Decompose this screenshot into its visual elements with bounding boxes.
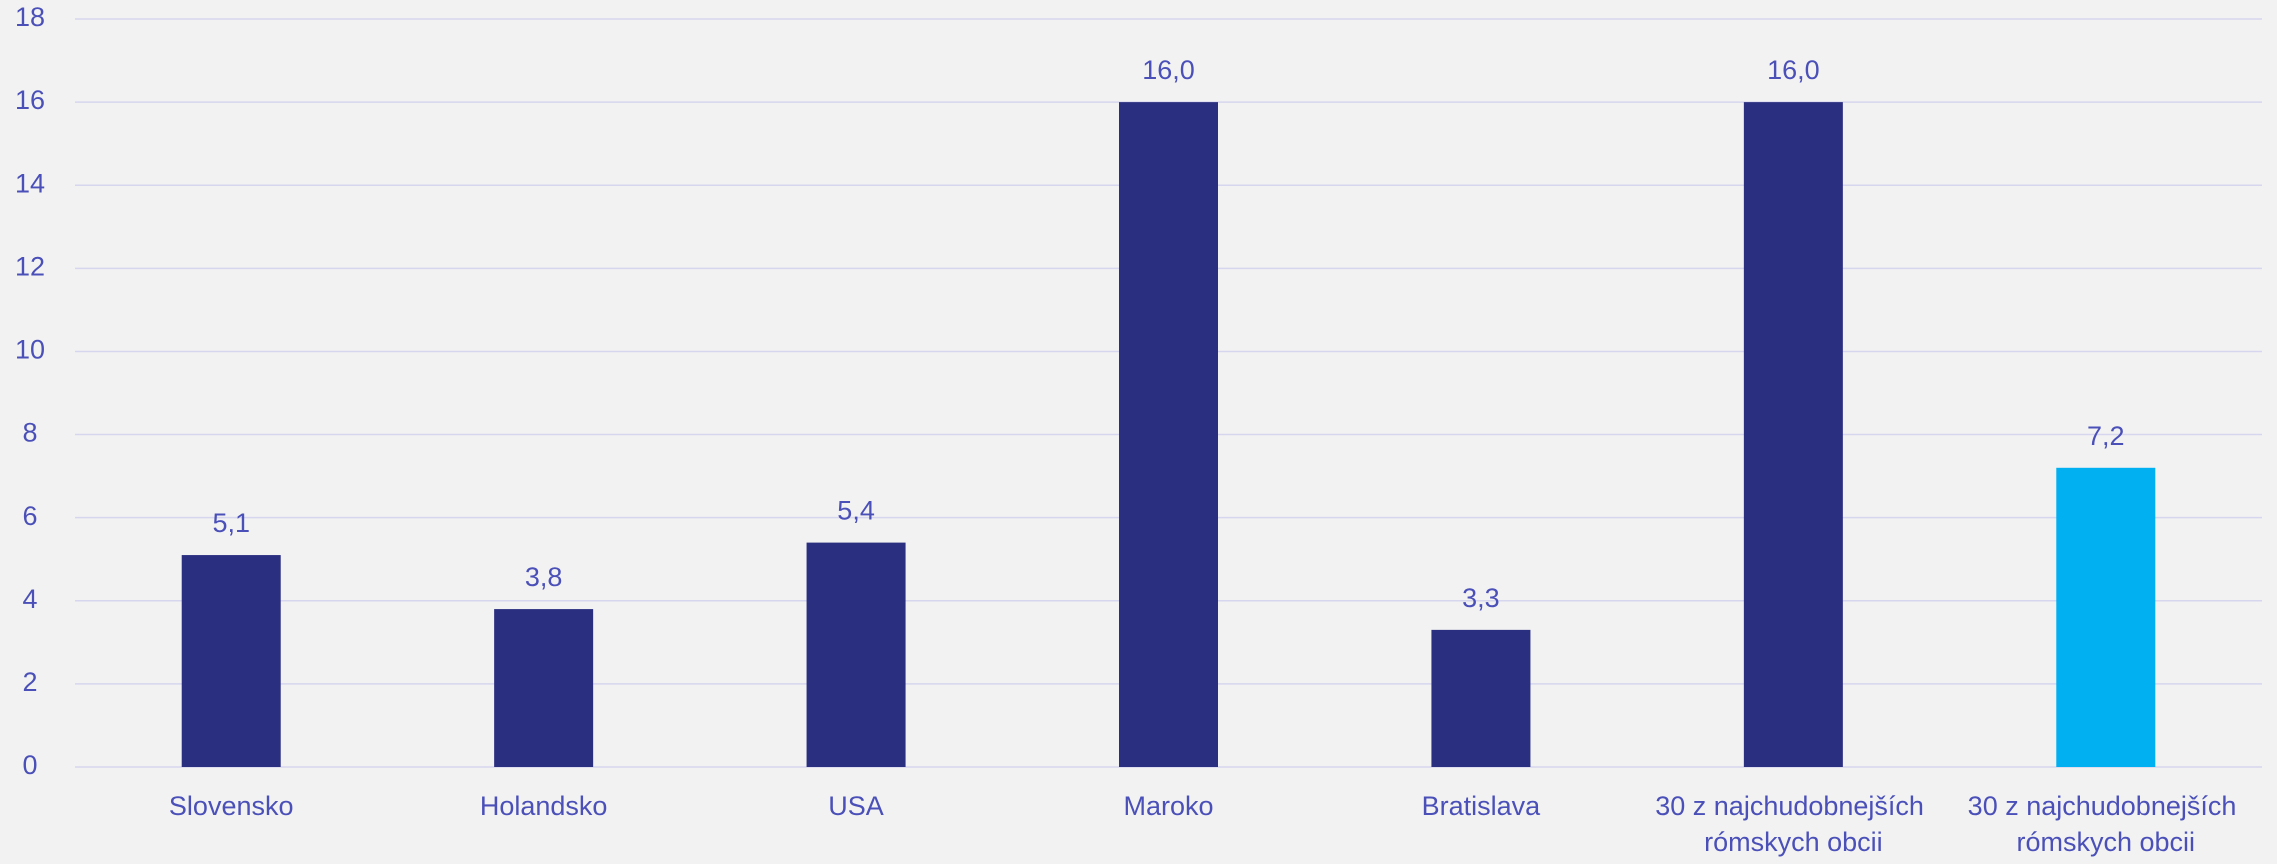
data-label: 3,8 (525, 562, 563, 592)
bar (1119, 102, 1218, 768)
x-tick-label: Slovensko (169, 791, 294, 821)
bar (181, 555, 281, 767)
y-tick-label: 16 (15, 85, 45, 115)
x-tick-label: Bratislava (1422, 791, 1542, 821)
y-tick-label: 8 (22, 418, 37, 448)
x-tick-label: USA (828, 791, 884, 821)
y-tick-label: 10 (15, 335, 45, 365)
data-label: 16,0 (1142, 55, 1195, 85)
bar (1743, 102, 1843, 768)
data-label: 16,0 (1767, 55, 1820, 85)
data-label: 3,3 (1462, 583, 1500, 613)
x-tick-label: 30 z najchudobnejších rómskych obcii (1655, 791, 1931, 857)
y-tick-label: 6 (22, 501, 37, 531)
y-tick-label: 12 (15, 251, 45, 281)
x-tick-label: Maroko (1123, 791, 1213, 821)
y-tick-label: 2 (22, 667, 37, 697)
bar (2056, 467, 2156, 767)
bar (1431, 629, 1531, 767)
y-tick-label: 18 (15, 2, 45, 32)
bar (494, 609, 594, 767)
bar (806, 542, 906, 767)
y-tick-label: 4 (22, 584, 37, 614)
y-tick-label: 0 (22, 750, 37, 780)
data-label: 5,4 (837, 496, 875, 526)
y-tick-label: 14 (15, 168, 45, 198)
data-label: 7,2 (2087, 421, 2125, 451)
x-tick-label: 30 z najchudobnejších rómskych obcii (1968, 791, 2244, 857)
data-label: 5,1 (212, 508, 250, 538)
x-tick-label: Holandsko (480, 791, 608, 821)
